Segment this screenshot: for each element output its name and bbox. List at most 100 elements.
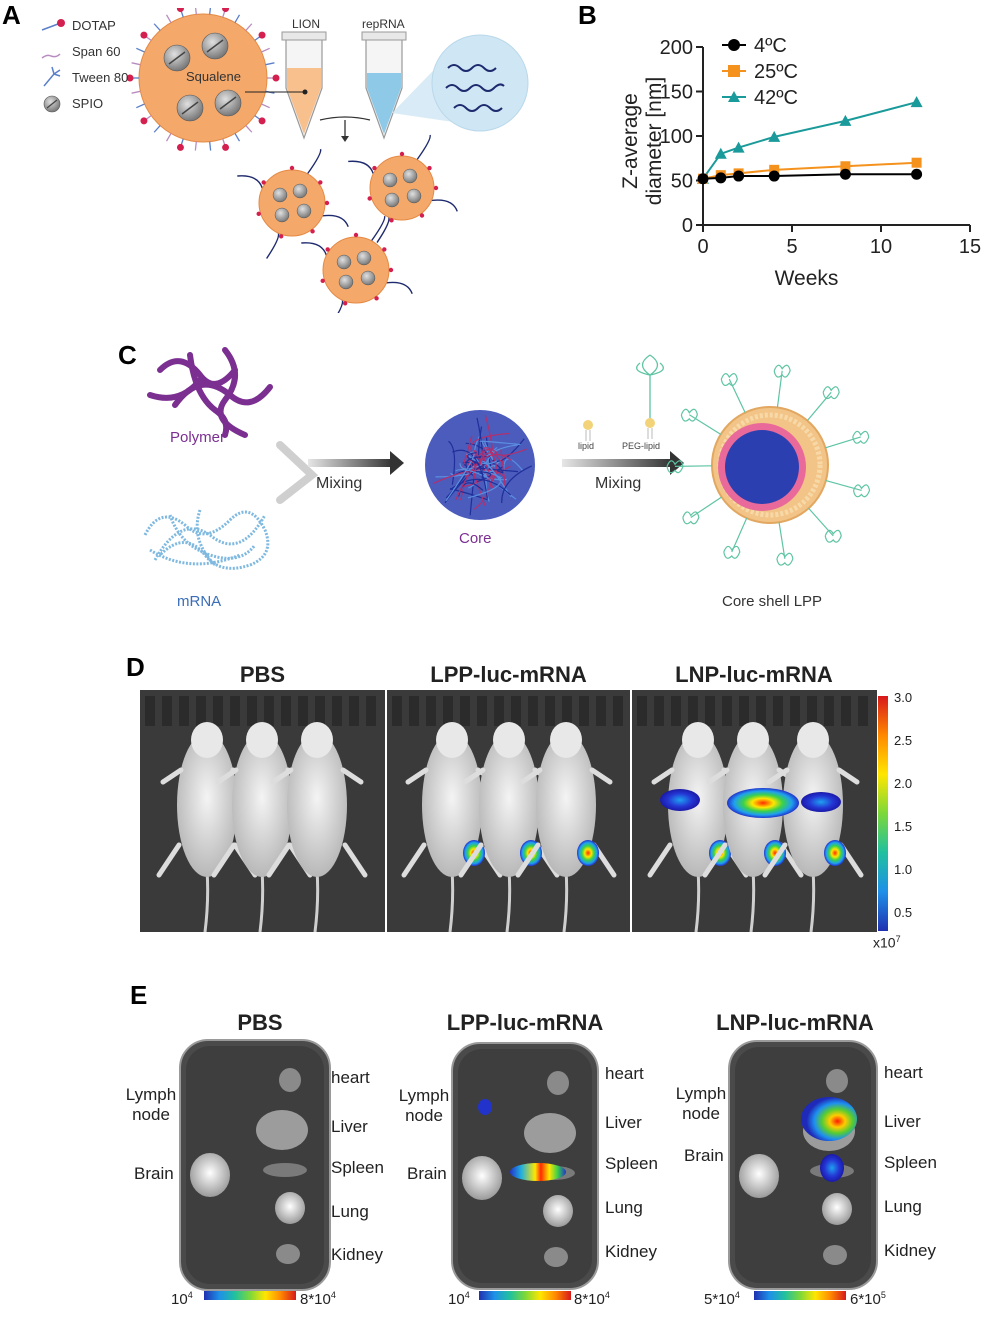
panel-letter-c: C — [118, 340, 137, 370]
legend-marker — [728, 39, 740, 51]
stability-line-chart: 0 50 100 150 200 0 5 10 15 Weeks Z-average diameter… — [619, 35, 981, 290]
mixing-label-2: Mixing — [595, 475, 641, 492]
panel-letter-b: B — [578, 0, 597, 30]
dotap-icon — [41, 19, 65, 31]
reprna-tube — [361, 31, 407, 140]
label-brain: Brain — [134, 1164, 174, 1183]
organ-imaging-dishes — [179, 1039, 878, 1291]
x-axis-label: Weeks — [775, 267, 839, 290]
span60-icon — [41, 53, 61, 59]
spleen-signal — [510, 1163, 566, 1181]
colorbar-unit: x107 — [873, 934, 901, 951]
mouse — [515, 722, 617, 932]
bioluminescence-hotspot — [577, 840, 599, 866]
panel-c-schematic: Polymer mRNA Mixing Core lipid PEG-lipid… — [143, 347, 871, 610]
bioluminescence-hotspot — [764, 840, 786, 866]
label-liver: Liver — [331, 1117, 368, 1136]
squalene-label: Squalene — [186, 69, 241, 84]
panel-letter-d: D — [126, 652, 145, 682]
mouse — [401, 722, 503, 932]
bioluminescence-hotspot — [801, 792, 841, 812]
data-point — [732, 141, 745, 153]
label-spleen: Spleen — [884, 1153, 937, 1172]
legend-label-dotap: DOTAP — [72, 18, 116, 33]
core-particle — [425, 410, 535, 520]
legend-entry: 42ºC — [754, 87, 798, 109]
data-point — [769, 164, 780, 175]
rna-zoom-callout — [392, 34, 529, 132]
label-brain: Brain — [407, 1164, 447, 1183]
core-shell-lpp — [711, 406, 829, 524]
lion-particle-large — [126, 8, 280, 151]
svg-text:Z-average: Z-average — [619, 93, 642, 189]
scale-bar-pbs — [204, 1291, 296, 1300]
label-spleen: Spleen — [605, 1154, 658, 1173]
scale-min-lpp: 104 — [448, 1290, 470, 1308]
scale-bar-lpp — [479, 1291, 571, 1300]
data-point — [839, 168, 851, 180]
mixing-arrow-1 — [308, 451, 404, 475]
label-lung: Lung — [605, 1198, 643, 1217]
mixing-label-1: Mixing — [316, 475, 362, 492]
x-tick-label: 10 — [870, 236, 892, 258]
label-heart: heart — [884, 1063, 923, 1082]
scale-bar-lnp — [754, 1291, 846, 1300]
tween80-icon — [43, 66, 61, 87]
label-heart: heart — [605, 1064, 644, 1083]
scale-max-lnp: 6*105 — [850, 1290, 886, 1308]
legend-entry: 4ºC — [754, 35, 787, 57]
colorbar-tick: 0.5 — [894, 905, 913, 920]
scale-min-pbs: 104 — [171, 1290, 193, 1308]
mixing-arrow-2 — [562, 451, 684, 475]
lipid-label: lipid — [578, 441, 594, 451]
scale-max-lpp: 8*104 — [574, 1290, 610, 1308]
mrna-label: mRNA — [177, 593, 221, 610]
mrna-strands — [143, 509, 270, 570]
svg-text:diameter [nm]: diameter [nm] — [643, 77, 666, 205]
colorbar-d — [878, 696, 888, 931]
legend-label-span60: Span 60 — [72, 44, 120, 59]
data-point — [715, 172, 727, 184]
label-heart: heart — [331, 1068, 370, 1087]
label-liver: Liver — [884, 1112, 921, 1131]
bioluminescence-hotspot — [824, 840, 846, 866]
peg-lipid-icon — [636, 354, 664, 439]
spio-icon — [43, 95, 61, 113]
label-kidney: Kidney — [331, 1245, 383, 1264]
mouse — [211, 722, 313, 932]
scale-min-lnp: 5*104 — [704, 1290, 740, 1308]
data-point — [714, 147, 727, 159]
spio-icon — [163, 32, 242, 122]
mouse — [647, 722, 749, 932]
organ-title-pbs: PBS — [237, 1010, 283, 1035]
legend-entry: 25ºC — [754, 61, 798, 83]
legend-marker — [728, 65, 740, 77]
data-point — [768, 130, 781, 142]
data-point — [911, 168, 923, 180]
colorbar-tick: 2.0 — [894, 776, 913, 791]
label-brain: Brain — [684, 1146, 724, 1165]
data-point — [839, 114, 852, 126]
x-tick-label: 15 — [959, 236, 981, 258]
legend-marker — [728, 91, 740, 102]
label-lung: Lung — [331, 1202, 369, 1221]
organ-dish — [179, 1039, 331, 1291]
core-label: Core — [459, 530, 492, 547]
peg-lipid-label: PEG-lipid — [622, 441, 660, 451]
legend-label-spio: SPIO — [72, 96, 103, 111]
bioluminescence-hotspot — [727, 788, 799, 818]
y-tick-label: 100 — [660, 126, 693, 148]
reprna-label: repRNA — [362, 17, 405, 31]
data-point — [733, 170, 745, 182]
group-title-lpp: LPP-luc-mRNA — [430, 662, 587, 687]
spleen-signal — [820, 1154, 844, 1182]
colorbar-tick: 3.0 — [894, 690, 913, 705]
y-tick-label: 200 — [660, 37, 693, 59]
group-title-lnp: LNP-luc-mRNA — [675, 662, 833, 687]
label-lymph-node: Lymph node — [675, 1084, 727, 1123]
label-spleen: Spleen — [331, 1158, 384, 1177]
liver-signal — [801, 1097, 857, 1141]
organ-title-lpp: LPP-luc-mRNA — [446, 1010, 604, 1035]
x-tick-label: 0 — [697, 236, 708, 258]
mouse — [266, 722, 368, 932]
